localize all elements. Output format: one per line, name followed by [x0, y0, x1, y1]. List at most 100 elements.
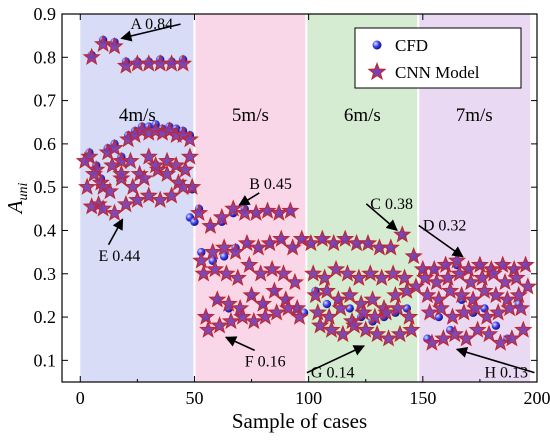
y-tick-label-2: 0.3 [34, 264, 57, 284]
cnn-point [429, 290, 448, 308]
cnn-point [450, 264, 469, 282]
cnn-point [509, 285, 528, 304]
annotation-arrow-7 [455, 346, 535, 374]
cnn-point [381, 238, 400, 256]
cnn-point [306, 285, 325, 304]
legend-item-cfd-marker [372, 40, 382, 50]
cnn-point [237, 233, 257, 252]
data-markers [75, 34, 537, 351]
cnn-point [157, 164, 177, 182]
cnn-point [404, 246, 423, 265]
cnn-point [162, 186, 181, 204]
cnn-point [479, 324, 499, 343]
cnn-point [263, 259, 282, 278]
cnn-point [361, 264, 380, 282]
cnn-point [511, 298, 531, 317]
annotation-arrow-3 [418, 224, 464, 258]
cnn-point [505, 259, 524, 278]
cnn-point [457, 329, 476, 347]
cnn-point [454, 303, 473, 321]
cnn-point [422, 333, 442, 351]
cnn-point [459, 259, 478, 278]
cnn-point [393, 225, 412, 243]
cnn-point [463, 290, 483, 308]
x-tick-label-0: 0 [76, 388, 85, 408]
y-axis-title: Auni [3, 183, 31, 216]
cnn-point [135, 168, 154, 187]
cnn-point [290, 307, 309, 325]
cnn-point [484, 264, 503, 282]
cnn-point [253, 294, 273, 312]
cnn-point [123, 177, 142, 195]
cnn-point [173, 177, 193, 195]
legend: CFD CNN Model [354, 27, 522, 89]
y-tick-label-6: 0.7 [34, 91, 57, 111]
y-tick-label-0: 0.1 [34, 350, 57, 370]
cnn-point [244, 311, 263, 330]
cnn-point [461, 272, 480, 291]
cnn-point [331, 298, 350, 317]
cnn-point [212, 207, 231, 226]
cnn-point [489, 303, 508, 321]
cnn-point [94, 177, 113, 195]
x-tick-label-2: 100 [295, 388, 322, 408]
legend-box [354, 27, 522, 89]
annotation-arrow-5 [224, 336, 256, 352]
cnn-point [379, 329, 398, 347]
cnn-point [308, 303, 327, 321]
cnn-point [434, 329, 453, 347]
cnn-point [139, 186, 158, 204]
cnn-point [258, 201, 277, 219]
cnn-point [278, 298, 298, 317]
cnn-point [443, 307, 462, 325]
cnn-point [322, 320, 341, 338]
cnn-point [495, 272, 515, 291]
legend-item-cfd-label: CFD [395, 36, 428, 55]
cnn-point [390, 324, 410, 343]
cnn-point [203, 242, 222, 260]
cnn-point [105, 203, 124, 221]
cnn-point [192, 251, 211, 269]
annotation-arrow-1 [238, 192, 260, 206]
cnn-point [477, 307, 496, 325]
cnn-point [173, 54, 193, 72]
cfd-point [190, 217, 199, 227]
cnn-point [260, 233, 279, 252]
cnn-point [139, 147, 158, 165]
series-cnn-model [75, 34, 537, 351]
cnn-point [498, 290, 517, 308]
cnn-point [340, 285, 359, 304]
cnn-point [100, 181, 120, 200]
annotation-arrow-0 [120, 23, 181, 42]
cnn-point [151, 190, 170, 208]
cnn-point [441, 281, 460, 299]
cnn-point [466, 298, 485, 317]
cnn-point [78, 177, 97, 195]
cnn-point [358, 233, 378, 252]
region-label-0: 4m/s [119, 105, 156, 126]
cnn-point [338, 264, 357, 282]
cnn-point [180, 130, 199, 148]
plot-frame [61, 13, 538, 383]
y-tick-label-4: 0.5 [34, 177, 57, 197]
cnn-point [384, 264, 403, 282]
annotations: A 0.84B 0.45C 0.38D 0.32E 0.44F 0.16G 0.… [99, 16, 535, 382]
cnn-point [354, 303, 373, 321]
cnn-point [116, 194, 136, 213]
cnn-point [128, 190, 147, 208]
annotation-arrow-2 [365, 203, 398, 231]
cnn-point [445, 324, 464, 343]
cnn-point [507, 268, 526, 286]
cnn-point [352, 294, 371, 312]
cnn-point [473, 268, 492, 286]
cnn-point [313, 229, 332, 247]
cnn-point [157, 151, 177, 169]
cnn-point [189, 203, 209, 221]
cnn-point [201, 216, 220, 234]
legend-item-cnn-model-label: CNN Model [395, 63, 480, 82]
cnn-point [272, 229, 291, 247]
cfd-point [491, 321, 501, 330]
cnn-point [112, 164, 131, 182]
cnn-point [320, 307, 339, 325]
cnn-point [210, 316, 229, 334]
